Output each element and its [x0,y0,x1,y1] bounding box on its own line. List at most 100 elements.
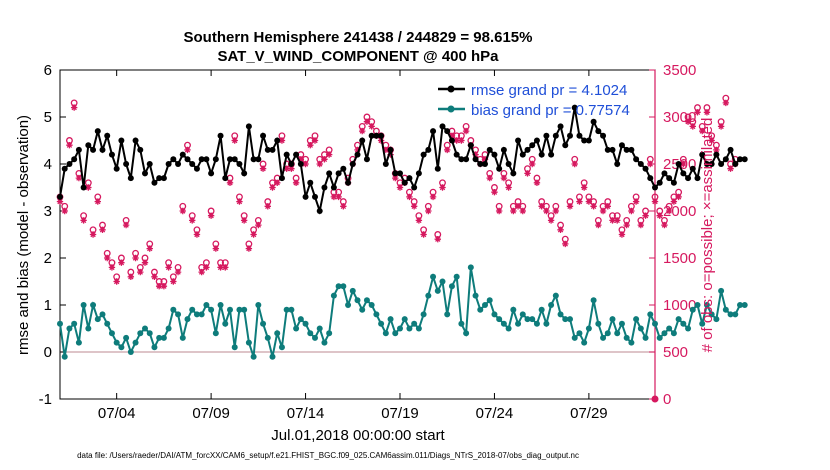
bias-point [741,302,748,308]
rmse-point [581,137,588,144]
bias-point [278,344,285,351]
bias-point [689,306,696,313]
rmse-point [368,132,375,139]
obs-assimilated-point [108,264,116,271]
obs-assimilated-point [56,198,64,205]
obs-assimilated-point [713,146,720,154]
rmse-point [146,161,153,167]
rmse-point [349,161,356,167]
bias-point [519,311,526,318]
obs-assimilated-point [236,198,243,205]
obs-assimilated-point [75,174,83,182]
rmse-point [137,146,144,153]
obs-assimilated-point [618,231,626,238]
obs-assimilated-point [505,184,512,191]
obs-assimilated-point [543,207,550,215]
obs-assimilated-point [538,203,545,210]
bias-point [590,297,597,304]
bias-point [703,302,710,308]
bias-point [718,287,725,294]
obs-assimilated-point [184,146,191,154]
obs-assimilated-point [382,146,390,154]
rmse-point [666,175,673,182]
obs-assimilated-point [316,160,323,168]
rmse-point [444,128,451,135]
obs-assimilated-point [274,179,281,186]
obs-assimilated-point [453,137,460,144]
obs-assimilated-point [160,283,168,290]
rmse-point [170,156,177,163]
y-axis-left: -1 0 1 2 3 4 5 6 [39,62,66,408]
obs-assimilated-point [80,217,87,224]
rmse-point [567,132,573,139]
bias-point [160,334,167,341]
rmse-point [373,132,380,139]
y2-tick-label: 1500 [663,250,696,267]
x-tick-label: 07/09 [192,405,230,422]
rmse-point [397,170,403,177]
bias-point [382,330,389,337]
bias-point [415,325,422,332]
bias-point [637,325,644,332]
y-tick-label: 3 [44,203,52,220]
rmse-point [623,146,630,153]
obs-assimilated-point [599,207,607,215]
bias-point [604,330,611,337]
obs-assimilated-point [226,179,234,186]
bias-point [326,330,333,337]
bias-point [477,306,484,313]
obs-assimilated-point [255,221,262,229]
obs-assimilated-point [335,193,342,201]
rmse-point [326,170,333,177]
rmse-point [293,151,300,158]
obs-assimilated-point [264,203,271,210]
rmse-point [321,184,328,191]
rmse-point [236,161,243,167]
obs-assimilated-point [651,198,659,205]
rmse-point [184,156,191,163]
bias-point [552,292,559,299]
rmse-point [274,137,281,144]
obs-assimilated-point [198,268,205,276]
rmse-point [411,184,418,191]
bias-point [411,320,418,327]
obs-assimilated-point [519,207,526,215]
bias-point [524,316,531,323]
rmse-point [732,161,739,167]
obs-assimilated-point [288,165,295,172]
obs-assimilated-point [632,198,640,205]
bias-point [368,302,375,308]
obs-assimilated-point [647,160,654,168]
rmse-point [307,179,314,186]
obs-assimilated-point [425,207,432,215]
plot-area [59,69,656,400]
rmse-point [430,128,437,135]
obs-assimilated-point [552,207,560,215]
rmse-point [661,170,668,177]
bias-point [127,349,134,355]
rmse-point [628,146,635,153]
obs-assimilated-point [604,203,611,210]
bias-point [142,325,148,332]
obs-assimilated-point [429,193,437,201]
obs-assimilated-point [595,221,602,229]
obs-assimilated-point [203,264,210,271]
rmse-point [505,161,512,167]
obs-assimilated-point [529,160,536,168]
bias-point [104,320,111,327]
bias-point [80,302,87,308]
bias-point [661,330,668,337]
bias-point [529,316,536,323]
obs-assimilated-point [670,198,678,205]
rmse-point [425,146,432,153]
rmse-point [510,170,517,177]
bias-point [330,292,337,299]
legend: rmse grand pr = 4.1024 bias grand pr = 0… [438,82,630,119]
rmse-point [222,175,229,182]
rmse-point [713,151,720,158]
rmse-point [703,161,710,167]
obs-assimilated-point [699,127,706,135]
bias-point [585,325,592,332]
bias-point [241,306,248,313]
rmse-point [363,156,370,163]
